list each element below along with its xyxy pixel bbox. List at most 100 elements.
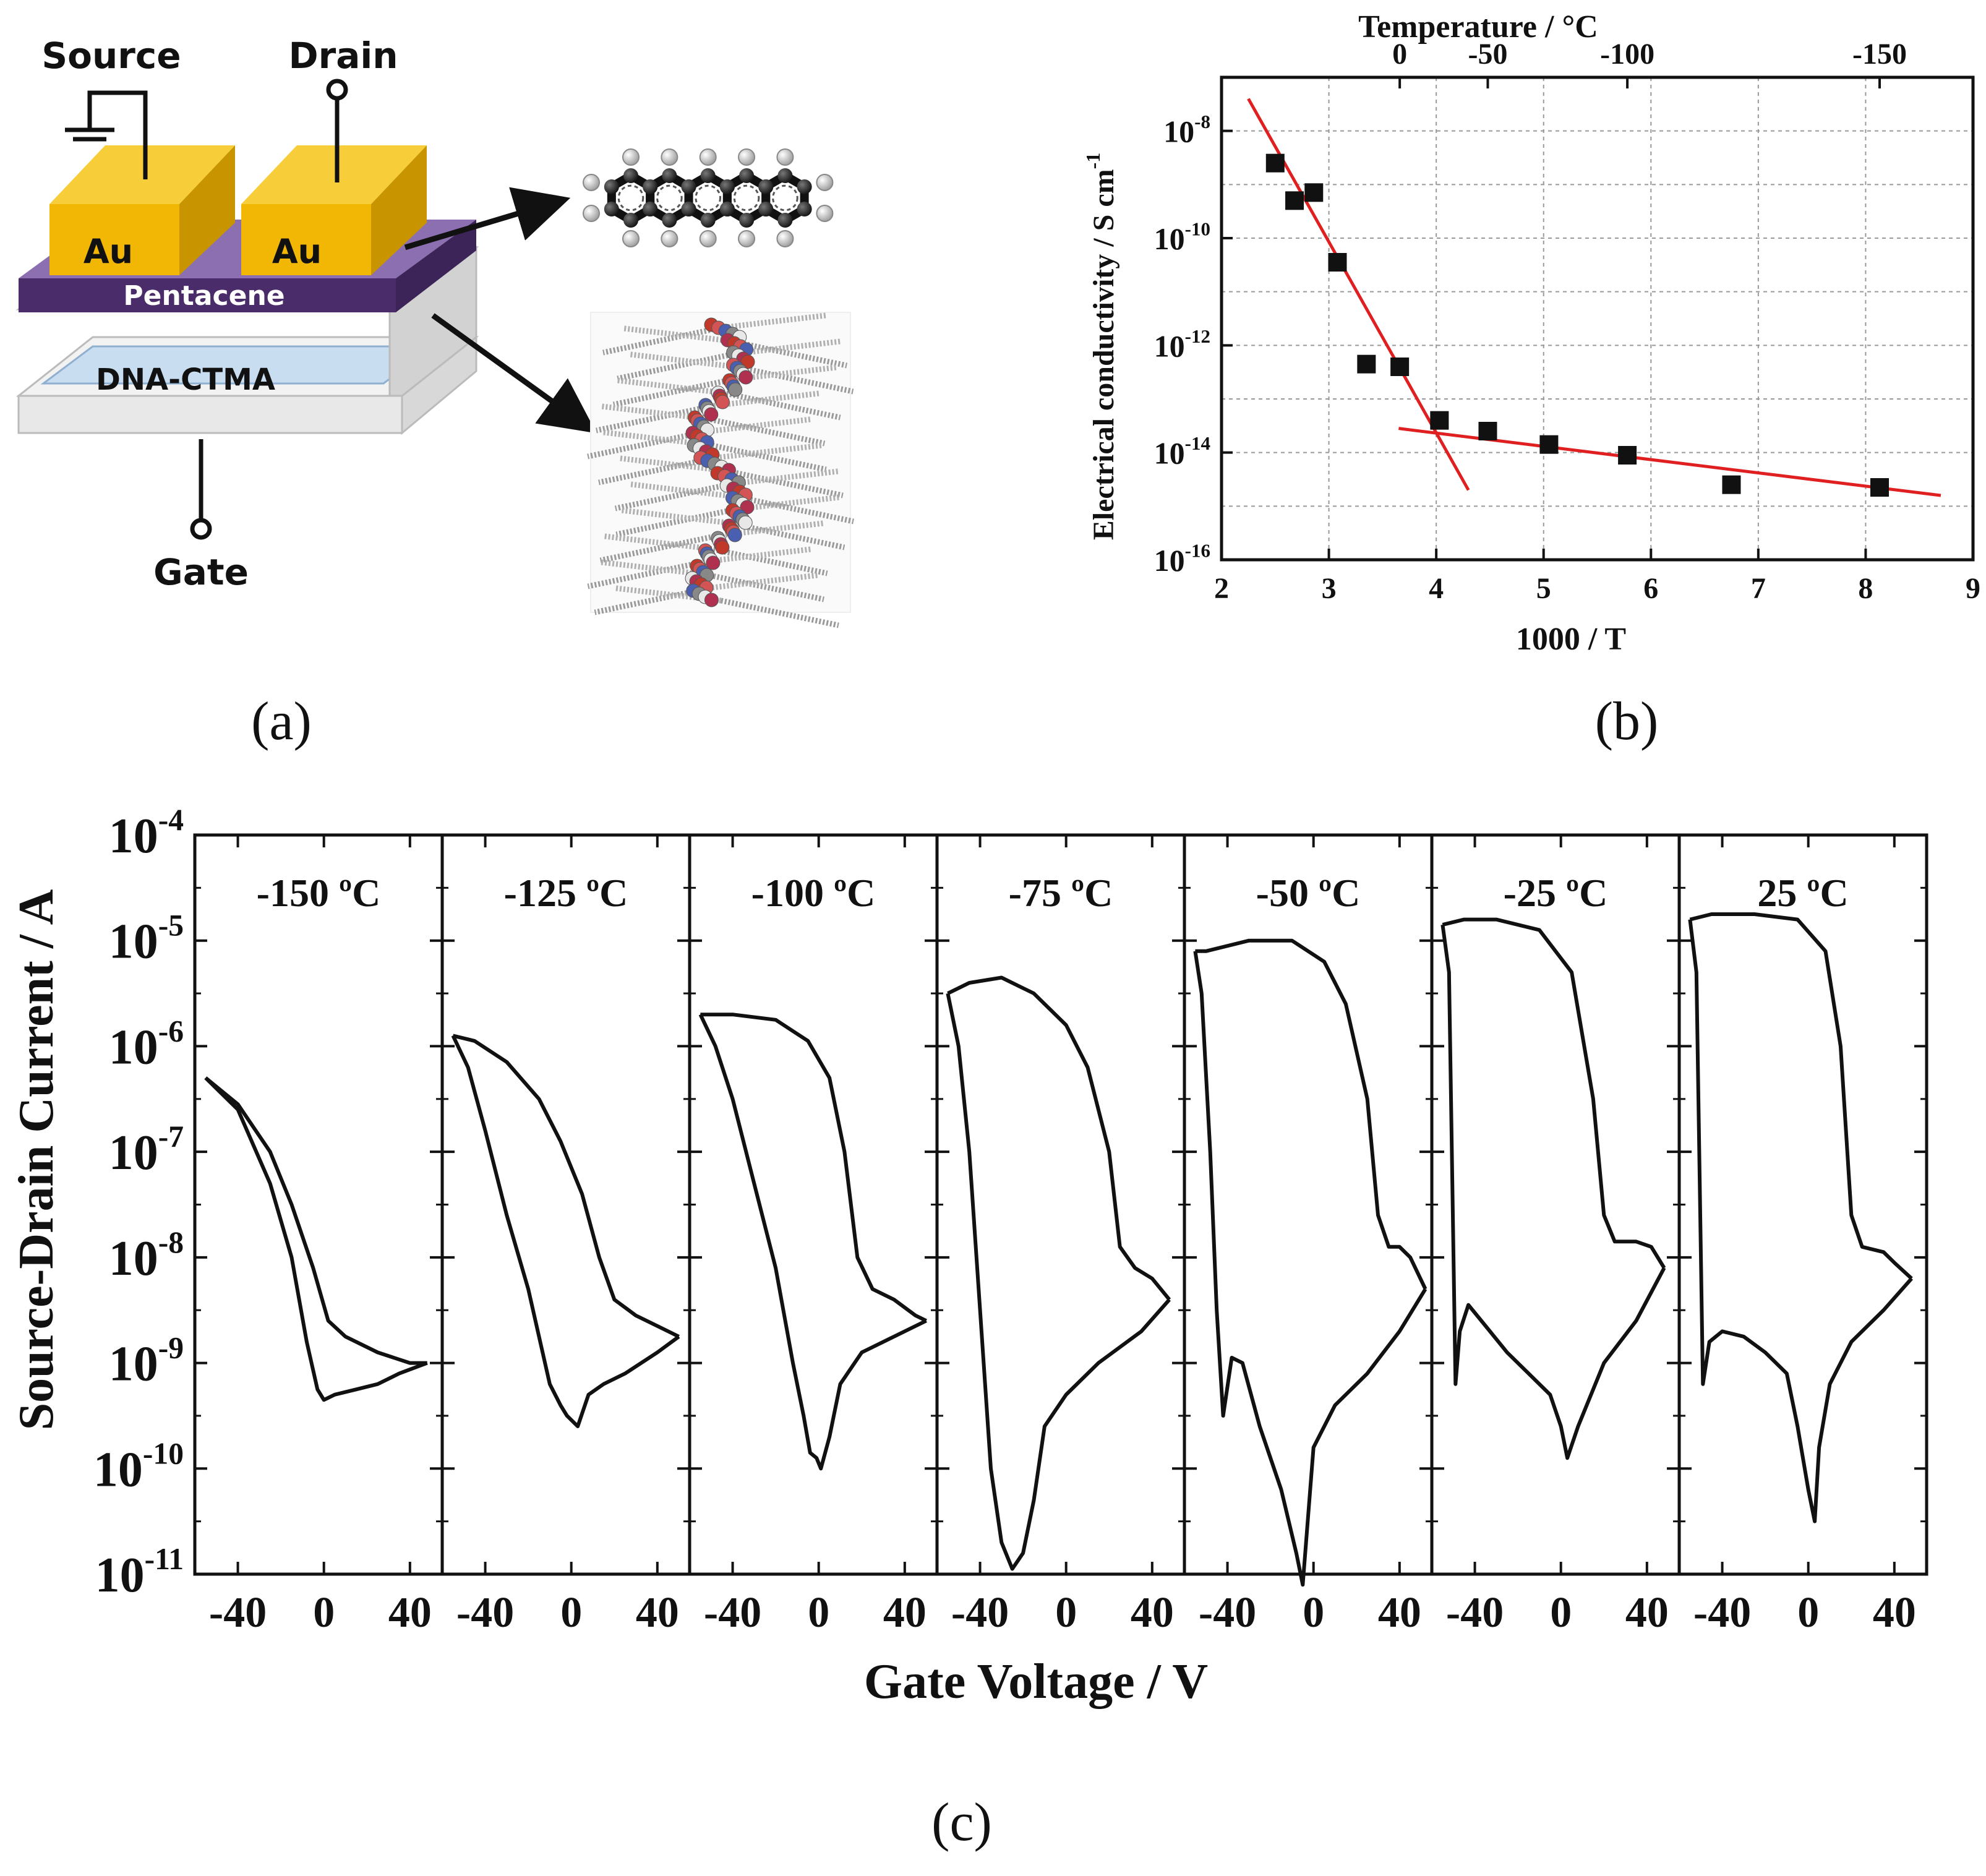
carbon-atom: [777, 168, 793, 183]
b-data-point: [1285, 191, 1304, 210]
carbon-atom: [623, 213, 638, 228]
c-x-tick-label: 0: [1550, 1589, 1572, 1637]
c-y-tick-label: 10-8: [109, 1225, 184, 1286]
c-x-tick-label: 40: [1378, 1589, 1421, 1637]
ctma-chain: [720, 597, 839, 628]
source-wire: [87, 90, 148, 179]
ctma-chain: [615, 507, 735, 538]
hydrogen-atom: [661, 148, 678, 166]
ctma-chain: [704, 416, 811, 435]
c-x-tick-label: -40: [456, 1589, 514, 1637]
carbon-atom: [719, 179, 735, 194]
c-panel-frame: [1430, 833, 1681, 1576]
c-temperature-label: -75 ºC: [1009, 871, 1113, 915]
b-y-tick-label: 10-10: [1154, 218, 1210, 257]
au-left-front: [49, 204, 179, 275]
ctma-chain: [713, 390, 820, 409]
ctma-chain: [601, 403, 708, 422]
dna-ctma-label: DNA-CTMA: [96, 362, 275, 397]
b-y-tick-label: 10-16: [1154, 540, 1210, 578]
dna-ctma-structure-image: [587, 312, 854, 628]
c-temperature-label: -50 ºC: [1256, 871, 1361, 915]
c-temperature-label: -125 ºC: [504, 871, 628, 915]
b-data-point: [1304, 183, 1324, 202]
ctma-chain: [615, 585, 722, 604]
c-x-tick-label: -40: [1693, 1589, 1751, 1637]
ctma-chain: [587, 559, 706, 589]
carbon-atom: [739, 168, 755, 183]
au-left-label: Au: [83, 232, 133, 271]
c-x-tick-label: 0: [1303, 1589, 1324, 1637]
c-x-tick-label: 40: [1873, 1589, 1916, 1637]
ctma-chain: [630, 351, 736, 370]
c-x-tick-label: 0: [560, 1589, 582, 1637]
c-x-tick-label: 40: [1625, 1589, 1669, 1637]
b-y-tick-label: 10-14: [1154, 432, 1210, 471]
c-y-tick-label: 10-7: [109, 1120, 184, 1180]
au-right-side: [371, 145, 427, 275]
ctma-chain: [617, 351, 736, 382]
c-curve-forward: [204, 1076, 428, 1402]
dna-atom: [715, 395, 730, 409]
b-data-point: [1870, 478, 1889, 497]
aromatic-ring-marker: [695, 184, 722, 212]
pentacene-right-face: [396, 220, 476, 312]
b-data-point: [1357, 354, 1376, 374]
panel-c-transfer-curves: Source-Drain Current / A Gate Voltage / …: [9, 803, 1928, 1852]
ctma-chain: [612, 377, 732, 408]
dna-atom: [738, 515, 753, 530]
b-data-point: [1265, 153, 1285, 173]
ctma-chain: [706, 416, 826, 447]
carbon-atom: [797, 202, 812, 216]
au-left-side: [179, 145, 235, 275]
carbon-atom: [797, 179, 812, 194]
c-curve-forward: [1193, 951, 1427, 1587]
c-y-tick-label: 10-5: [109, 909, 184, 969]
carbon-atom: [719, 202, 735, 216]
carbon-atom: [643, 202, 658, 216]
carbon-atom: [758, 179, 774, 194]
c-temperature-label: 25 ºC: [1757, 871, 1848, 915]
b-data-point: [1618, 446, 1637, 465]
panel-b-conductivity-chart: Temperature / °C 1000 / T Electrical con…: [1082, 9, 1980, 752]
carbon-atom: [623, 168, 638, 183]
ctma-chain: [603, 429, 709, 448]
c-curve-backward: [700, 1013, 927, 1322]
hydrogen-atom: [661, 230, 678, 247]
c-temperature-label: -100 ºC: [751, 871, 876, 915]
dna-atom: [715, 540, 730, 555]
aromatic-ring-marker: [772, 184, 798, 212]
carbon-atom: [739, 213, 755, 228]
c-x-tick-label: 0: [1797, 1589, 1819, 1637]
ctma-chain: [708, 442, 827, 473]
ctma-chain: [614, 481, 734, 512]
b-x-tick-label: 9: [1966, 572, 1980, 605]
c-x-tick-label: -40: [951, 1589, 1009, 1637]
carbon-atom: [777, 213, 793, 228]
b-x-tick-label: 4: [1429, 572, 1444, 605]
ctma-chain: [601, 559, 707, 578]
dna-atom: [728, 382, 743, 397]
carbon-atom: [681, 179, 696, 194]
hydrogen-atom: [738, 148, 756, 166]
hydrogen-atom: [622, 230, 640, 247]
c-x-tick-label: 0: [808, 1589, 829, 1637]
carbon-atom: [700, 213, 716, 228]
dna-atom: [704, 593, 719, 607]
au-right-top: [241, 145, 427, 204]
ctma-chain: [630, 481, 737, 500]
ctma-chain: [704, 546, 811, 565]
b-x-tick-label: 6: [1643, 572, 1658, 605]
ctma-chain: [733, 494, 839, 513]
c-x-axis-title: Gate Voltage / V: [864, 1655, 1208, 1709]
b-top-tick-label: -100: [1600, 38, 1654, 71]
drain-label: Drain: [288, 35, 398, 77]
b-top-axis-title: Temperature / °C: [1358, 9, 1598, 45]
ctma-chain: [732, 468, 839, 487]
c-curve-forward: [698, 1013, 927, 1471]
arrow-to-pentacene-molecule: [404, 187, 571, 251]
carbon-atom: [604, 179, 619, 194]
pentacene-label: Pentacene: [123, 280, 285, 312]
source-label: Source: [41, 35, 181, 77]
c-x-tick-label: 0: [313, 1589, 335, 1637]
